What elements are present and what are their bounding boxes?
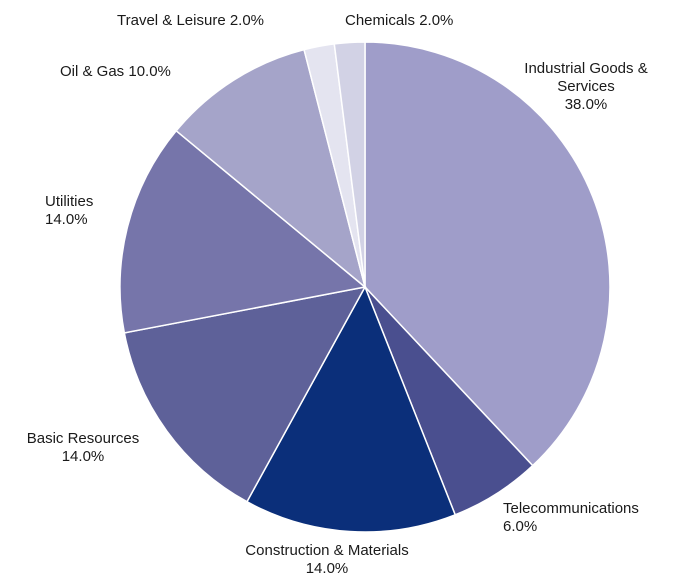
- value-label: 2.0%: [229, 12, 265, 29]
- slice-label: Construction & Materials 14.0%: [207, 542, 447, 578]
- slice-label: Travel & Leisure 2.0%: [117, 12, 264, 30]
- value-label: 38.0%: [564, 96, 608, 113]
- category-label: Travel & Leisure: [117, 12, 226, 29]
- slice-label: Oil & Gas 10.0%: [60, 63, 171, 81]
- value-label: 14.0%: [45, 211, 88, 228]
- value-label: 6.0%: [503, 518, 538, 535]
- pie-slice: [119, 129, 367, 334]
- pie-slice: [333, 41, 366, 288]
- value-label: 2.0%: [419, 12, 454, 29]
- value-label: 14.0%: [61, 448, 105, 465]
- category-label: Basic Resources: [26, 430, 140, 447]
- category-label: Construction & Materials: [245, 542, 409, 559]
- value-label: 14.0%: [305, 560, 349, 577]
- slice-label: Utilities 14.0%: [45, 193, 145, 229]
- pie-slice: [364, 41, 611, 467]
- value-label: 10.0%: [128, 63, 171, 80]
- category-label: Oil & Gas: [60, 63, 125, 80]
- pie-slice: [175, 48, 367, 290]
- category-label: Telecommunications: [503, 500, 639, 517]
- pie-slice: [245, 285, 457, 533]
- category-label: Chemicals: [345, 12, 416, 29]
- category-label: Industrial Goods & Services: [524, 60, 648, 95]
- slice-label: Basic Resources 14.0%: [8, 430, 158, 466]
- pie-slice: [123, 285, 367, 503]
- slice-label: Industrial Goods & Services 38.0%: [516, 60, 656, 114]
- slice-label: Telecommunications 6.0%: [503, 500, 683, 536]
- category-label: Utilities: [45, 193, 94, 210]
- slice-label: Chemicals 2.0%: [345, 12, 453, 30]
